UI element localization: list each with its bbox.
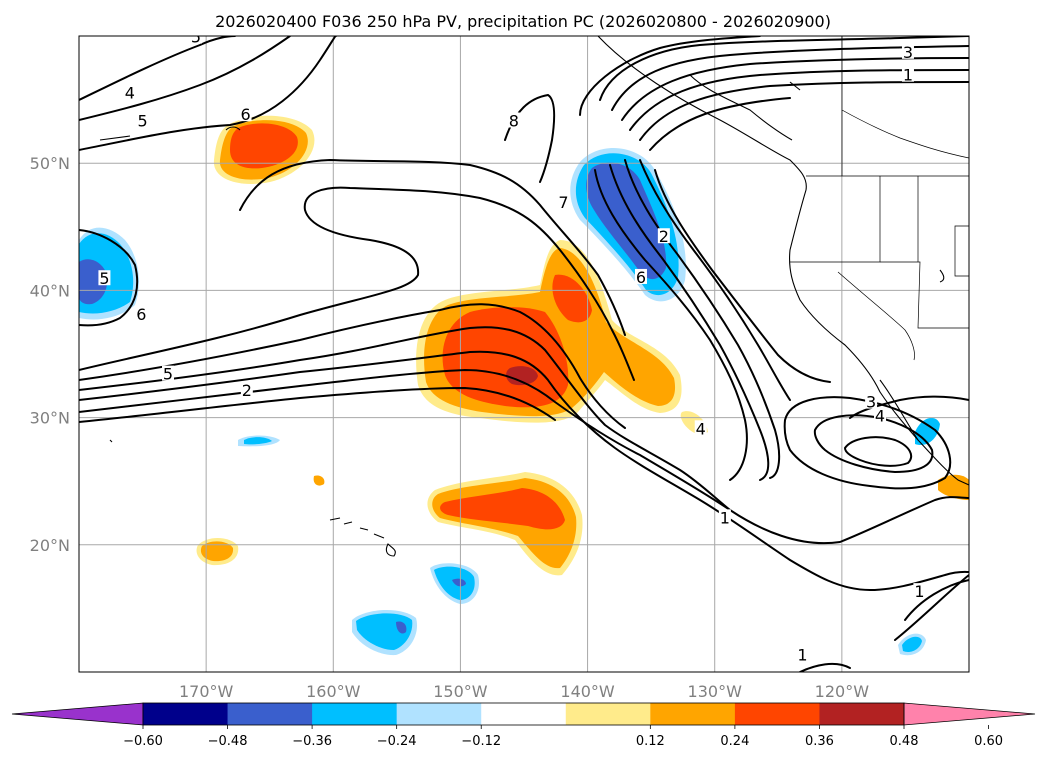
contour-label: 3 <box>903 43 913 62</box>
contour-label: 4 <box>696 419 706 438</box>
contour-label-bg <box>901 66 914 82</box>
lon-tick-label: 160°W <box>306 682 361 701</box>
figure-title: 2026020400 F036 250 hPa PV, precipitatio… <box>215 12 831 31</box>
contour-label-bg <box>913 583 926 599</box>
colorbar-tick-label: −0.12 <box>461 734 501 749</box>
latitude-tick-labels: 20°N 30°N 40°N 50°N <box>30 154 70 555</box>
colorbar-tick-label: 0.12 <box>636 734 665 749</box>
colorbar-segment <box>819 703 905 725</box>
contour-label-bg <box>507 112 520 128</box>
map-frame <box>78 35 970 673</box>
contour-label: 2 <box>659 227 669 246</box>
contour-label: 4 <box>125 84 135 103</box>
contour-label-bg <box>189 36 202 44</box>
contour-label-bg <box>657 228 670 244</box>
contour-label: 8 <box>509 111 519 130</box>
contour-label: 1 <box>720 508 730 527</box>
colorbar-segment <box>481 703 567 725</box>
contour-label: 6 <box>240 105 250 124</box>
precip-negative-region <box>396 621 407 634</box>
precip-negative-region <box>586 162 667 280</box>
lat-tick-label: 40°N <box>30 281 70 300</box>
contour-label: 4 <box>875 407 885 426</box>
contour-label-bg <box>634 268 647 284</box>
colorbar-tick-label: −0.60 <box>123 734 163 749</box>
colorbar-tick-label: 0.36 <box>805 734 834 749</box>
contour-label-bg <box>135 305 148 321</box>
contour-label-bg <box>239 106 252 122</box>
precip-negative-region <box>452 578 466 587</box>
lon-tick-label: 150°W <box>433 682 488 701</box>
contour-label-bg <box>240 382 253 398</box>
contour-label-bg <box>718 509 731 525</box>
colorbar-tick-label: 0.48 <box>890 734 919 749</box>
lon-tick-label: 140°W <box>560 682 615 701</box>
colorbar-segment <box>396 703 482 725</box>
precip-negative-region <box>902 636 922 652</box>
colorbar-tick-label: −0.24 <box>377 734 417 749</box>
lat-tick-label: 20°N <box>30 536 70 555</box>
precip-positive-region <box>442 307 569 408</box>
contour-label-bg <box>796 646 809 662</box>
contour-label: 5 <box>163 365 173 384</box>
colorbar-segment <box>312 703 398 725</box>
colorbar-tick-label: −0.36 <box>292 734 332 749</box>
contour-label-bg <box>98 270 111 286</box>
contour-label: 7 <box>558 193 568 212</box>
precip-positive-region <box>200 541 234 562</box>
contour-label-bg <box>162 365 174 381</box>
lat-tick-label: 30°N <box>30 409 70 428</box>
colorbar-extend-low <box>11 702 144 726</box>
contour-label: 2 <box>242 381 252 400</box>
contour-label: 6 <box>636 268 646 287</box>
lon-tick-label: 130°W <box>688 682 743 701</box>
precip-positive-region <box>230 123 298 169</box>
colorbar: −0.60 −0.48 −0.36 −0.24 −0.12 0.12 0.24 0.36 0.4… <box>11 702 1036 749</box>
contour-label: 1 <box>914 582 924 601</box>
contour-label-bg <box>874 407 886 423</box>
contour-label-bg <box>557 193 570 209</box>
lat-tick-label: 50°N <box>30 154 70 173</box>
contour-label: 1 <box>903 66 913 85</box>
precip-negative-region <box>244 437 272 445</box>
contour-label: 5 <box>191 28 201 47</box>
precip-positive-region <box>506 366 538 386</box>
colorbar-segment <box>565 703 651 725</box>
coastlines <box>99 36 969 557</box>
contour-label: 5 <box>99 269 109 288</box>
longitude-tick-labels: 170°W 160°W 150°W 140°W 130°W 120°W <box>179 682 869 701</box>
pv-contours <box>79 36 969 672</box>
precip-positive-region <box>552 274 592 323</box>
colorbar-tick-label: 0.24 <box>720 734 749 749</box>
lon-tick-label: 120°W <box>815 682 870 701</box>
colorbar-extend-high <box>903 702 1036 726</box>
colorbar-tick-label: −0.48 <box>208 734 248 749</box>
contour-label-bg <box>123 84 136 100</box>
contour-label: 5 <box>137 111 147 130</box>
colorbar-frame <box>142 702 905 726</box>
contour-label: 3 <box>866 393 876 412</box>
contour-label: 6 <box>136 305 146 324</box>
colorbar-segment <box>143 703 229 725</box>
contour-label-bg <box>136 112 149 128</box>
precip-positive-region <box>313 475 325 486</box>
colorbar-segment <box>227 703 313 725</box>
contour-label: 1 <box>797 646 807 665</box>
colorbar-segment <box>734 703 820 725</box>
contour-label-bg <box>901 43 914 59</box>
contour-label-bg <box>694 420 707 436</box>
colorbar-tick-label: 0.60 <box>974 734 1003 749</box>
colorbar-segment <box>650 703 736 725</box>
contour-label-bg <box>865 393 878 409</box>
precip-positive-region <box>440 488 565 530</box>
lon-tick-label: 170°W <box>179 682 234 701</box>
